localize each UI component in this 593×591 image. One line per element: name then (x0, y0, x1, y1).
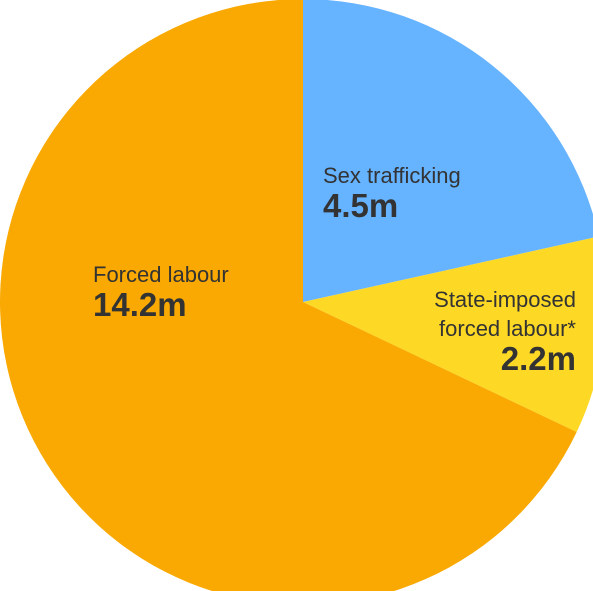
slice-value-label: 14.2m (93, 286, 187, 323)
slice-value-label: 4.5m (323, 187, 398, 224)
slice-name-text: Sex trafficking (323, 163, 461, 188)
slice-label-state-imposed-forced-labour: State-imposed forced labour*2.2m (434, 287, 576, 377)
pie-slice-forced-labour (0, 0, 577, 591)
slice-name-text: Forced labour (93, 262, 229, 287)
slice-name-text: forced labour* (439, 316, 576, 341)
pie-slice-sex-trafficking (303, 0, 593, 302)
pie-slice-state-imposed-forced-labour (303, 237, 593, 432)
slice-value-label: 2.2m (501, 340, 576, 377)
slice-name-text: State-imposed (434, 287, 576, 312)
